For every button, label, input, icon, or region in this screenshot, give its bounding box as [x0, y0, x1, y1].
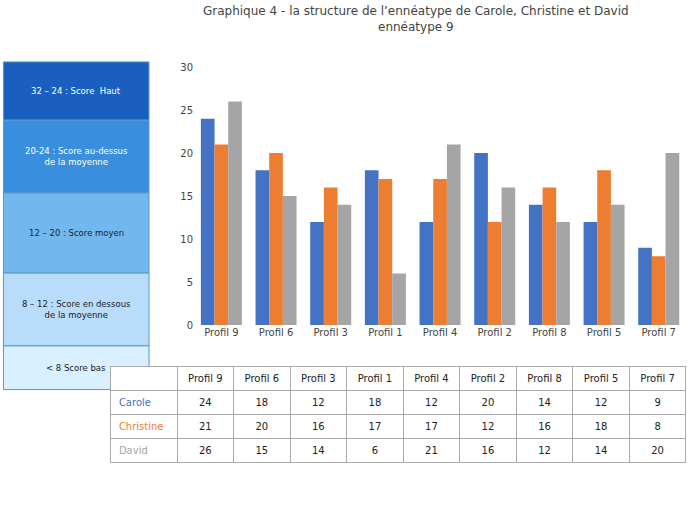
svg-text:25: 25 — [180, 105, 193, 116]
svg-text:20: 20 — [651, 445, 664, 456]
svg-text:Profil 7: Profil 7 — [640, 373, 674, 384]
svg-text:Profil 5: Profil 5 — [587, 327, 621, 338]
svg-text:Profil 3: Profil 3 — [301, 373, 335, 384]
svg-text:20: 20 — [255, 421, 268, 432]
svg-text:17: 17 — [425, 421, 438, 432]
svg-text:20: 20 — [482, 397, 495, 408]
svg-text:20-24 : Score au-dessusde la m: 20-24 : Score au-dessusde la moyenne — [25, 146, 128, 167]
svg-text:21: 21 — [199, 421, 212, 432]
svg-text:David: David — [119, 445, 148, 456]
svg-text:Profil 2: Profil 2 — [471, 373, 505, 384]
svg-text:Profil 9: Profil 9 — [204, 327, 238, 338]
svg-text:Profil 1: Profil 1 — [358, 373, 392, 384]
svg-text:6: 6 — [372, 445, 378, 456]
svg-text:14: 14 — [538, 397, 551, 408]
svg-text:Profil 3: Profil 3 — [313, 327, 347, 338]
svg-text:18: 18 — [255, 397, 268, 408]
svg-text:Profil 6: Profil 6 — [245, 373, 279, 384]
svg-text:Christine: Christine — [119, 421, 164, 432]
svg-text:5: 5 — [187, 277, 193, 288]
svg-text:16: 16 — [482, 445, 495, 456]
svg-text:Profil 1: Profil 1 — [368, 327, 402, 338]
svg-text:8 – 12 : Score en dessousde la: 8 – 12 : Score en dessousde la moyenne — [22, 299, 131, 320]
svg-text:Profil 8: Profil 8 — [532, 327, 566, 338]
svg-text:21: 21 — [425, 445, 438, 456]
svg-text:16: 16 — [312, 421, 325, 432]
svg-text:17: 17 — [369, 421, 382, 432]
svg-text:32 – 24 : Score Haut: 32 – 24 : Score Haut — [31, 86, 121, 96]
svg-text:Profil 9: Profil 9 — [188, 373, 222, 384]
svg-text:26: 26 — [199, 445, 212, 456]
svg-text:12: 12 — [595, 397, 608, 408]
svg-text:Profil 4: Profil 4 — [423, 327, 457, 338]
svg-text:Profil 2: Profil 2 — [477, 327, 511, 338]
svg-text:Profil 4: Profil 4 — [414, 373, 448, 384]
svg-text:14: 14 — [595, 445, 608, 456]
svg-text:0: 0 — [187, 320, 193, 331]
svg-text:30: 30 — [180, 62, 193, 73]
svg-text:20: 20 — [180, 148, 193, 159]
svg-text:Carole: Carole — [119, 397, 151, 408]
svg-text:18: 18 — [369, 397, 382, 408]
svg-text:10: 10 — [180, 234, 193, 245]
svg-text:12: 12 — [538, 445, 551, 456]
svg-text:9: 9 — [654, 397, 660, 408]
svg-text:Profil 7: Profil 7 — [641, 327, 675, 338]
svg-text:Profil 5: Profil 5 — [584, 373, 618, 384]
svg-text:12 – 20 : Score moyen: 12 – 20 : Score moyen — [29, 228, 124, 238]
svg-text:12: 12 — [425, 397, 438, 408]
svg-text:8: 8 — [654, 421, 660, 432]
svg-text:18: 18 — [595, 421, 608, 432]
svg-text:16: 16 — [538, 421, 551, 432]
svg-text:12: 12 — [482, 421, 495, 432]
svg-text:Profil 8: Profil 8 — [527, 373, 561, 384]
svg-text:14: 14 — [312, 445, 325, 456]
svg-text:Profil 6: Profil 6 — [259, 327, 293, 338]
svg-text:15: 15 — [255, 445, 268, 456]
svg-text:15: 15 — [180, 191, 193, 202]
svg-text:24: 24 — [199, 397, 212, 408]
svg-text:Graphique 4 - la structure de: Graphique 4 - la structure de l’ennéatyp… — [203, 4, 629, 34]
svg-text:12: 12 — [312, 397, 325, 408]
svg-text:< 8 Score bas: < 8 Score bas — [46, 363, 106, 373]
